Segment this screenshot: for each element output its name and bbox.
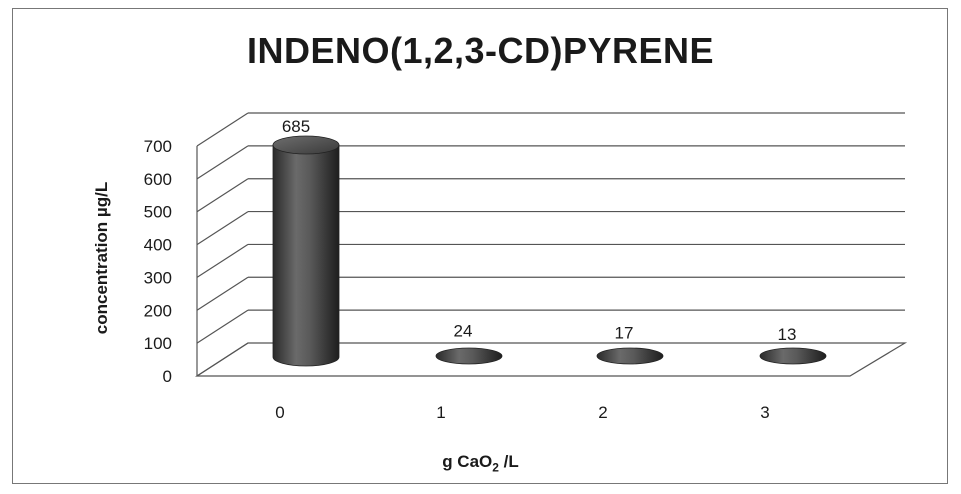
y-tick-label: 300: [144, 268, 172, 287]
x-tick-label: 1: [436, 403, 445, 422]
chart-title: INDENO(1,2,3-CD)PYRENE: [246, 30, 715, 71]
x-tick-label: 3: [760, 403, 769, 422]
gridline-side: [196, 145, 249, 180]
bar-disc: [759, 347, 827, 365]
x-axis-label-subscript: 2: [492, 460, 499, 475]
gridline-side: [196, 309, 249, 344]
data-label: 13: [778, 325, 797, 344]
x-axis-label-suffix: /L: [498, 452, 519, 471]
data-label: 17: [615, 324, 634, 343]
y-tick-label: 400: [144, 236, 172, 255]
x-axis-label: g CaO2 /L: [0, 452, 961, 474]
gridline-side: [196, 112, 249, 147]
bar-disc: [435, 347, 503, 365]
gridline-side: [196, 211, 249, 246]
y-tick-label: 200: [144, 301, 172, 320]
x-tick-label: 2: [598, 403, 607, 422]
y-tick-label: 700: [144, 137, 172, 156]
y-tick-label: 600: [144, 170, 172, 189]
data-label: 685: [282, 117, 310, 136]
x-tick-label: 0: [275, 403, 284, 422]
y-tick-label: 100: [144, 334, 172, 353]
data-label: 24: [454, 322, 473, 341]
y-tick-label: 0: [163, 367, 172, 386]
bar-disc: [596, 347, 664, 365]
gridline-side: [196, 342, 249, 377]
x-axis-label-prefix: g CaO: [442, 452, 493, 471]
side-wall: [197, 113, 248, 376]
gridline-side: [196, 276, 249, 311]
y-tick-label: 500: [144, 203, 172, 222]
bar-body: [272, 144, 340, 367]
gridline-side: [196, 243, 249, 278]
chart-frame: [12, 8, 948, 484]
bar-cap: [272, 135, 340, 155]
gridline-side: [196, 178, 249, 213]
